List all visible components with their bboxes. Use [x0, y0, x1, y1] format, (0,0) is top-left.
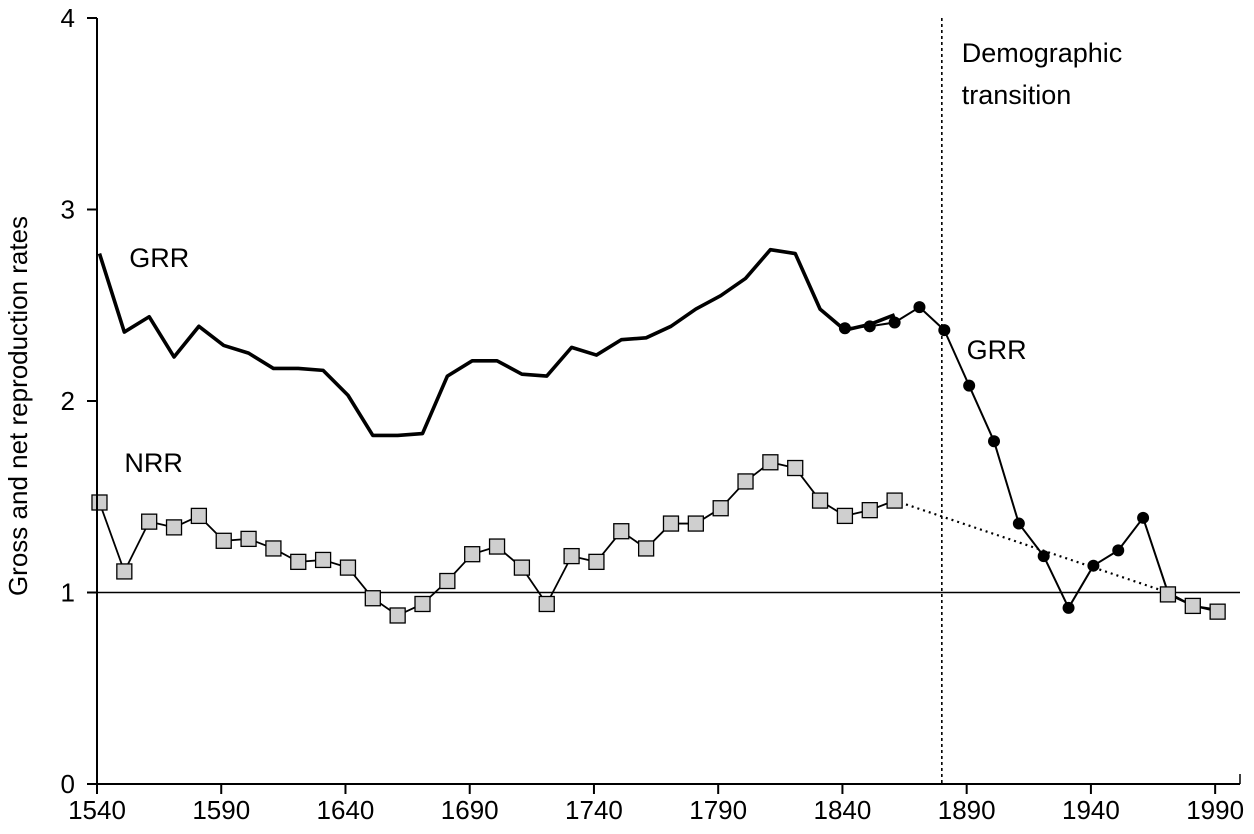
series-3-nrr-dotted-line: [895, 501, 1168, 593]
series-1-grr-point-1941: [1087, 560, 1099, 572]
series-2-nrr-point-1591: [216, 533, 231, 548]
series-2-nrr-point-1541: [92, 495, 107, 510]
series-4-nrr-point-1971: [1160, 587, 1175, 602]
annotation-1: GRR: [967, 335, 1027, 365]
series-2-nrr-point-1601: [241, 531, 256, 546]
series-2-nrr-point-1641: [340, 560, 355, 575]
series-2-nrr-point-1801: [738, 474, 753, 489]
x-tick-label-1940: 1940: [1062, 795, 1120, 825]
series-2-nrr-point-1851: [862, 503, 877, 518]
annotations: GRR GRR NRR Demographic transition: [124, 38, 1122, 478]
series-2-nrr-point-1821: [788, 461, 803, 476]
series-1-grr-point-1901: [988, 435, 1000, 447]
series-1-grr-point-1891: [963, 380, 975, 392]
series-1-grr-point-1871: [913, 301, 925, 313]
series-1-grr-point-1861: [889, 316, 901, 328]
series-2-nrr-point-1811: [763, 455, 778, 470]
annotation-4: transition: [962, 80, 1072, 110]
y-tick-label-1: 1: [61, 578, 75, 608]
series-2-nrr-point-1791: [713, 501, 728, 516]
series-2-nrr-point-1771: [663, 516, 678, 531]
x-tick-label-1690: 1690: [441, 795, 499, 825]
series-2-nrr-point-1661: [390, 608, 405, 623]
series-2-nrr-point-1581: [191, 508, 206, 523]
x-tick-label-1540: 1540: [68, 795, 126, 825]
series-2-nrr-point-1731: [564, 549, 579, 564]
series-4-nrr-point-1981: [1185, 598, 1200, 613]
series-2-nrr-point-1751: [614, 524, 629, 539]
x-tick-label-1640: 1640: [317, 795, 375, 825]
series-1-grr-point-1921: [1038, 550, 1050, 562]
series-2-nrr-point-1551: [117, 564, 132, 579]
series-2-nrr-point-1671: [415, 596, 430, 611]
series-2-nrr-point-1681: [440, 574, 455, 589]
axes: [97, 18, 1240, 784]
y-tick-label-2: 2: [61, 386, 75, 416]
series-2-nrr-point-1571: [167, 520, 182, 535]
annotation-3: Demographic: [962, 38, 1123, 68]
series-2-nrr-point-1861: [887, 493, 902, 508]
series-2-nrr-point-1561: [142, 514, 157, 529]
series-2-nrr-point-1761: [639, 541, 654, 556]
series-2-nrr-point-1651: [365, 591, 380, 606]
series-1-grr-point-1931: [1063, 602, 1075, 614]
series-markers: [92, 301, 1225, 623]
series-2-nrr-point-1701: [490, 539, 505, 554]
x-tick-label-1990: 1990: [1186, 795, 1244, 825]
series-2-nrr-point-1721: [539, 596, 554, 611]
series-2-nrr-point-1781: [688, 516, 703, 531]
series-2-nrr-point-1711: [514, 560, 529, 575]
series-1-grr-line: [845, 307, 1218, 610]
series-1-grr-point-1881: [938, 324, 950, 336]
series-2-nrr-point-1691: [465, 547, 480, 562]
series-2-nrr-point-1831: [813, 493, 828, 508]
x-tick-label-1790: 1790: [689, 795, 747, 825]
series-1-grr-point-1961: [1137, 512, 1149, 524]
series-2-nrr-point-1611: [266, 541, 281, 556]
series-0-grr-line: [99, 250, 894, 436]
y-tick-label-4: 4: [61, 3, 75, 33]
x-tick-label-1840: 1840: [814, 795, 872, 825]
annotation-0: GRR: [129, 243, 189, 273]
series-2-nrr-point-1841: [837, 508, 852, 523]
series-1-grr-point-1851: [864, 320, 876, 332]
series-1-grr-point-1911: [1013, 518, 1025, 530]
series-1-grr-point-1951: [1112, 544, 1124, 556]
x-tick-label-1890: 1890: [938, 795, 996, 825]
x-tick-label-1590: 1590: [192, 795, 250, 825]
series-1-grr-point-1841: [839, 322, 851, 334]
x-tick-label-1740: 1740: [565, 795, 623, 825]
annotation-2: NRR: [124, 448, 183, 478]
y-tick-label-3: 3: [61, 195, 75, 225]
series-2-nrr-point-1621: [291, 554, 306, 569]
series-2-nrr-point-1741: [589, 554, 604, 569]
y-axis-title: Gross and net reproduction rates: [3, 216, 33, 596]
series-lines: [97, 18, 1240, 784]
series-2-nrr-point-1631: [316, 552, 331, 567]
axis-ticks: [87, 18, 1215, 794]
series-4-nrr-point-1991: [1210, 604, 1225, 619]
